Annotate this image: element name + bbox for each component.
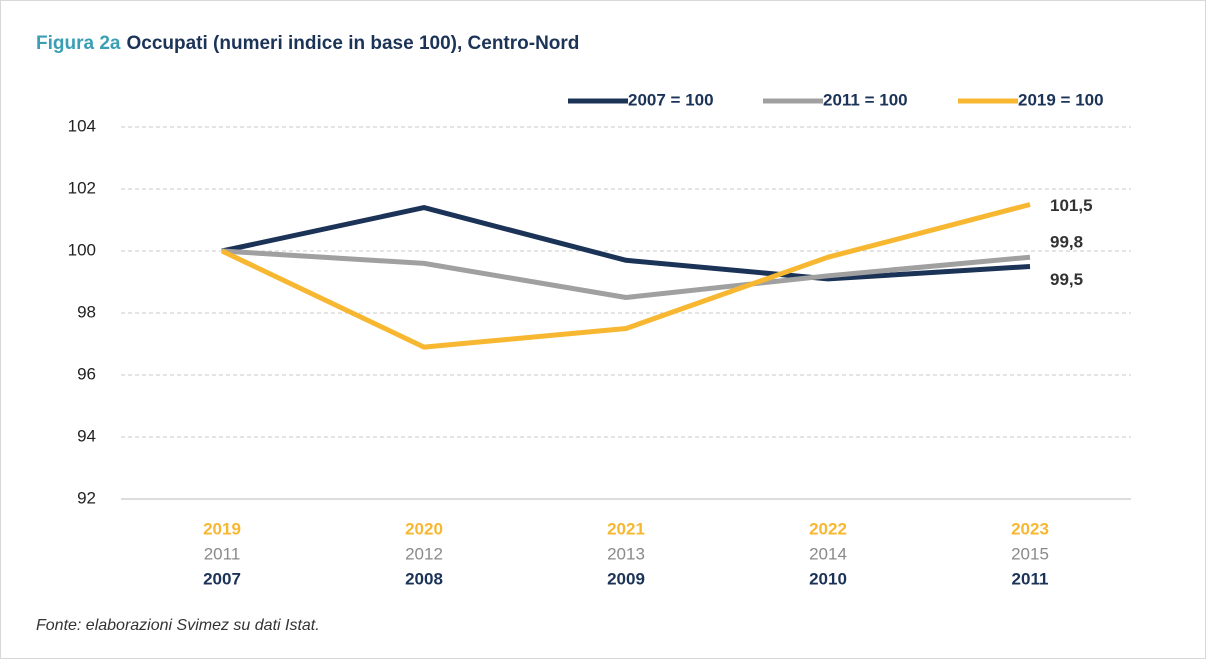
y-tick-label: 92 — [77, 488, 96, 507]
y-tick-label: 102 — [68, 178, 96, 197]
y-tick-label: 96 — [77, 364, 96, 383]
x-tick-label: 2013 — [607, 544, 645, 563]
source-note: Fonte: elaborazioni Svimez su dati Istat… — [36, 617, 320, 634]
figure-label: Figura 2a — [36, 33, 121, 54]
x-tick-label: 2015 — [1011, 544, 1049, 563]
y-tick-label: 94 — [77, 426, 96, 445]
data-label: 101,5 — [1050, 196, 1093, 215]
legend-label: 2007 = 100 — [628, 90, 714, 109]
x-tick-label: 2019 — [203, 519, 241, 538]
y-tick-label: 98 — [77, 302, 96, 321]
x-tick-label: 2020 — [405, 519, 443, 538]
series-line — [221, 248, 1031, 300]
x-tick-label: 2010 — [809, 569, 847, 588]
legend-label: 2019 = 100 — [1018, 90, 1104, 109]
x-tick-label: 2022 — [809, 519, 847, 538]
series-line — [220, 202, 1031, 350]
x-tick-label: 2023 — [1011, 519, 1049, 538]
x-tick-label: 2008 — [405, 569, 443, 588]
chart-title: Figura 2a Occupati (numeri indice in base… — [36, 33, 579, 54]
title-text: Occupati (numeri indice in base 100), Ce… — [126, 33, 579, 54]
y-tick-label: 104 — [68, 116, 96, 135]
x-tick-label: 2014 — [809, 544, 847, 563]
x-tick-label: 2007 — [203, 569, 241, 588]
x-tick-label: 2011 — [204, 544, 241, 563]
data-label: 99,8 — [1050, 233, 1083, 252]
x-tick-label: 2009 — [607, 569, 645, 588]
x-tick-label: 2012 — [405, 544, 443, 563]
x-tick-label: 2021 — [607, 519, 645, 538]
data-label: 99,5 — [1050, 270, 1083, 289]
legend-label: 2011 = 100 — [823, 90, 908, 109]
x-tick-label: 2011 — [1012, 569, 1049, 588]
series-line — [221, 205, 1031, 282]
y-tick-label: 100 — [68, 240, 96, 259]
